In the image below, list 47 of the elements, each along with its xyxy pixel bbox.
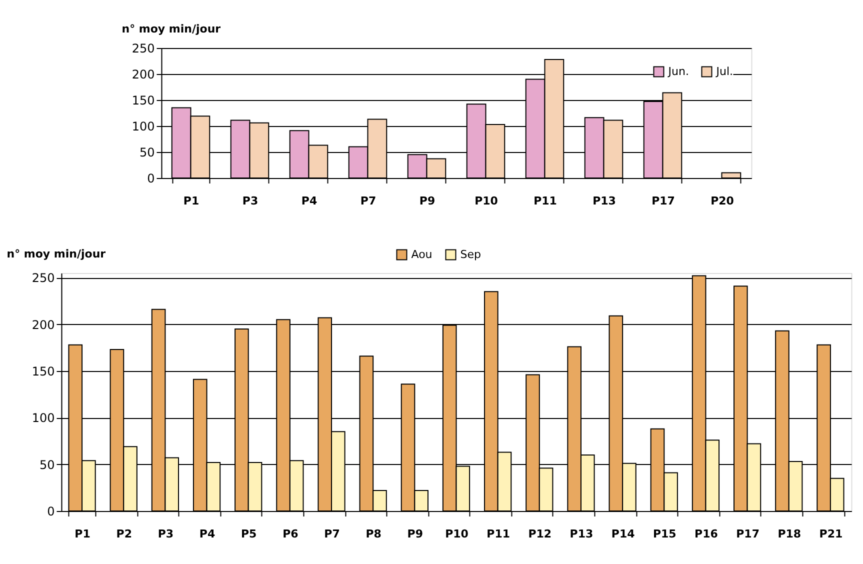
y-axis-title: n° moy min/jour [6,248,106,260]
x-tick-label: P10 [445,528,469,540]
x-tick-label: P6 [282,528,299,540]
x-tick-label: P1 [74,528,90,540]
x-tick-label: P3 [158,528,174,540]
legend-label: Sep [460,248,481,261]
x-tick-label: P12 [528,528,552,540]
x-tick-label: P13 [570,528,594,540]
x-tick-label: P1 [183,194,200,208]
x-tick-label: P18 [778,528,802,540]
legend-label: Jul. [715,64,734,78]
y-tick-label: 250 [132,42,155,56]
x-tick-label: P10 [474,194,498,208]
x-tick-label: P17 [652,194,675,208]
y-tick-label: 50 [139,146,155,160]
y-tick-label: 0 [47,504,55,518]
y-tick-label: 150 [32,364,55,378]
x-tick-label: P8 [366,528,382,540]
x-tick-label: P21 [819,528,843,540]
x-tick-label: P11 [534,194,557,208]
y-tick-label: 100 [132,120,155,134]
x-tick-label: P13 [592,194,616,208]
x-tick-label: P7 [360,194,376,208]
y-tick-label: 200 [132,68,155,82]
x-tick-label: P20 [710,194,734,208]
x-tick-label: P2 [116,528,132,540]
x-tick-label: P4 [301,194,318,208]
legend-label: Jun. [667,64,689,78]
y-tick-label: 150 [132,94,155,108]
x-tick-label: P15 [652,528,676,540]
y-tick-label: 0 [147,172,155,186]
x-tick-label: P5 [240,528,257,540]
x-tick-label: P11 [486,528,510,540]
y-tick-label: 50 [39,458,55,472]
x-tick-label: P9 [407,528,424,540]
y-tick-label: 250 [32,271,55,286]
x-tick-label: P14 [611,528,636,540]
y-tick-label: 100 [32,411,55,426]
x-tick-label: P9 [419,194,436,208]
legend-label: Aou [411,248,432,261]
x-tick-label: P3 [242,194,258,208]
x-tick-label: P7 [324,528,340,540]
x-tick-label: P16 [694,528,718,540]
x-tick-label: P4 [199,528,216,540]
y-axis-title: n° moy min/jour [122,22,222,36]
y-tick-label: 200 [32,318,55,332]
x-tick-label: P17 [736,528,760,540]
